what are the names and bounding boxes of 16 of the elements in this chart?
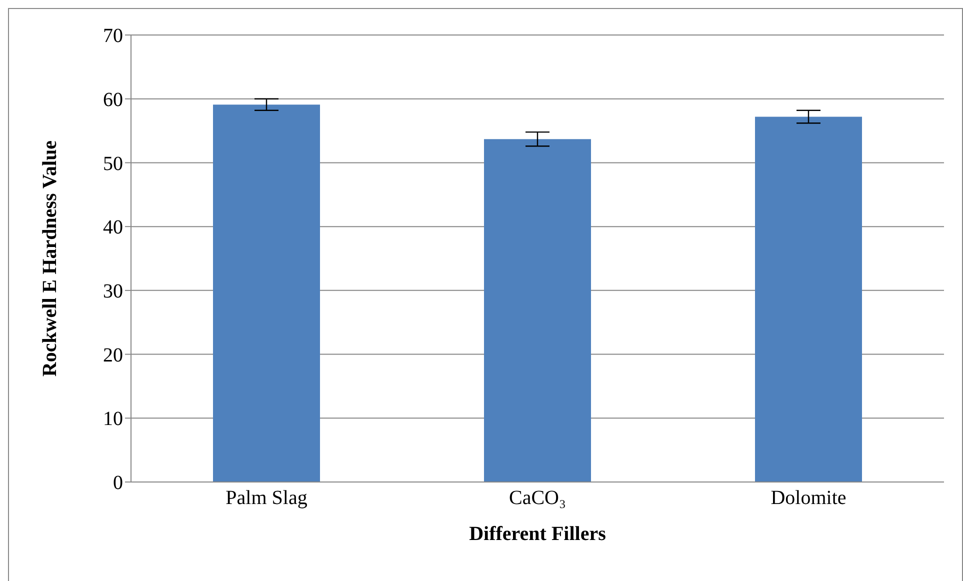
x-tick-label: Dolomite	[770, 487, 846, 510]
bar	[484, 139, 591, 482]
y-axis-title: Rockwell E Hardness Value	[39, 140, 62, 377]
x-tick-label: Palm Slag	[226, 487, 308, 510]
y-tick-label: 30	[103, 280, 123, 303]
y-tick-label: 40	[103, 216, 123, 239]
bar	[213, 104, 320, 482]
x-tick-label: CaCO₃	[509, 487, 566, 510]
bar	[755, 116, 862, 482]
y-tick-label: 0	[113, 472, 123, 494]
y-tick-label: 60	[103, 88, 123, 111]
y-tick-label: 10	[103, 408, 123, 430]
y-tick-label: 70	[103, 25, 123, 48]
x-axis-title: Different Fillers	[469, 523, 606, 545]
y-tick-label: 50	[103, 152, 123, 175]
y-tick-label: 20	[103, 344, 123, 366]
